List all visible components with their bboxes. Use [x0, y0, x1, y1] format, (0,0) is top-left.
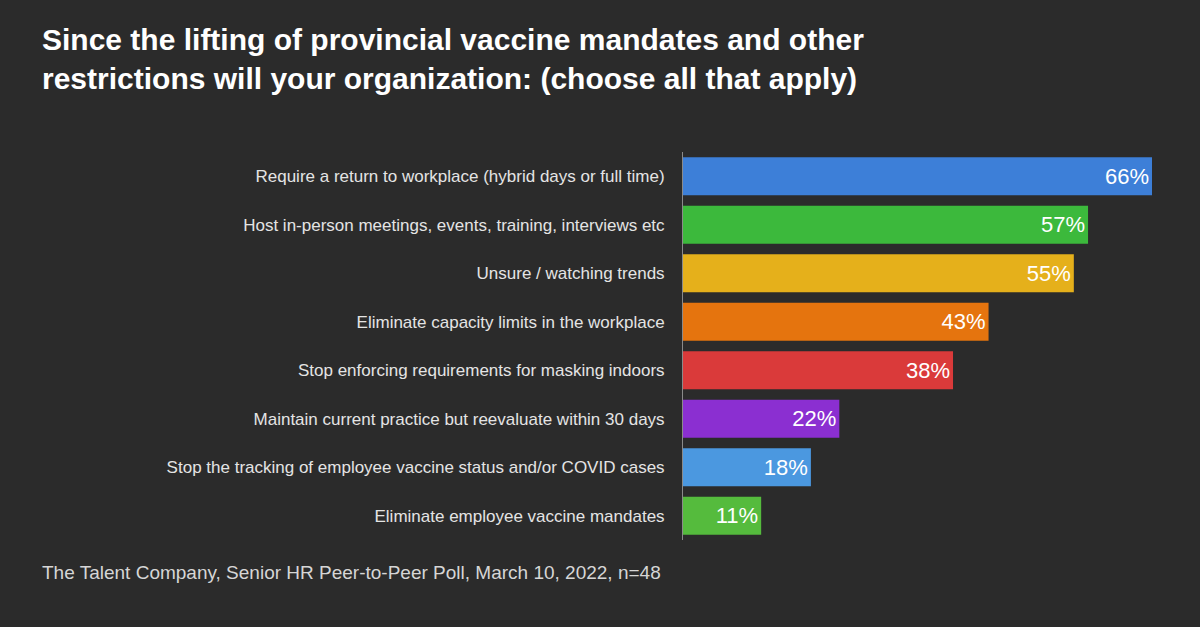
svg-text:55%: 55% — [1027, 261, 1071, 286]
svg-text:Require a return to workplace: Require a return to workplace (hybrid da… — [255, 167, 664, 186]
svg-text:11%: 11% — [716, 503, 758, 528]
svg-text:22%: 22% — [792, 406, 836, 431]
svg-text:Maintain current practice but: Maintain current practice but reevaluate… — [254, 410, 665, 429]
html-text:The Talent Company, Senior HR: The Talent Company, Senior HR Peer-to-Pe… — [42, 562, 661, 583]
svg-text:57%: 57% — [1041, 212, 1085, 237]
svg-text:38%: 38% — [906, 358, 950, 383]
svg-text:Host in-person meetings, event: Host in-person meetings, events, trainin… — [243, 216, 665, 235]
svg-text:Unsure / watching trends: Unsure / watching trends — [477, 264, 665, 283]
svg-text:66%: 66% — [1105, 164, 1149, 189]
svg-text:43%: 43% — [942, 309, 986, 334]
svg-text:Stop the tracking of employee: Stop the tracking of employee vaccine st… — [167, 458, 665, 477]
svg-text:Eliminate capacity limits in t: Eliminate capacity limits in the workpla… — [357, 313, 665, 332]
svg-text:Stop enforcing requirements fo: Stop enforcing requirements for masking … — [298, 361, 665, 380]
svg-text:Since the lifting of provincia: Since the lifting of provincial vaccine … — [42, 23, 864, 95]
svg-text:18%: 18% — [764, 455, 808, 480]
svg-text:Eliminate employee vaccine man: Eliminate employee vaccine mandates — [374, 507, 664, 526]
